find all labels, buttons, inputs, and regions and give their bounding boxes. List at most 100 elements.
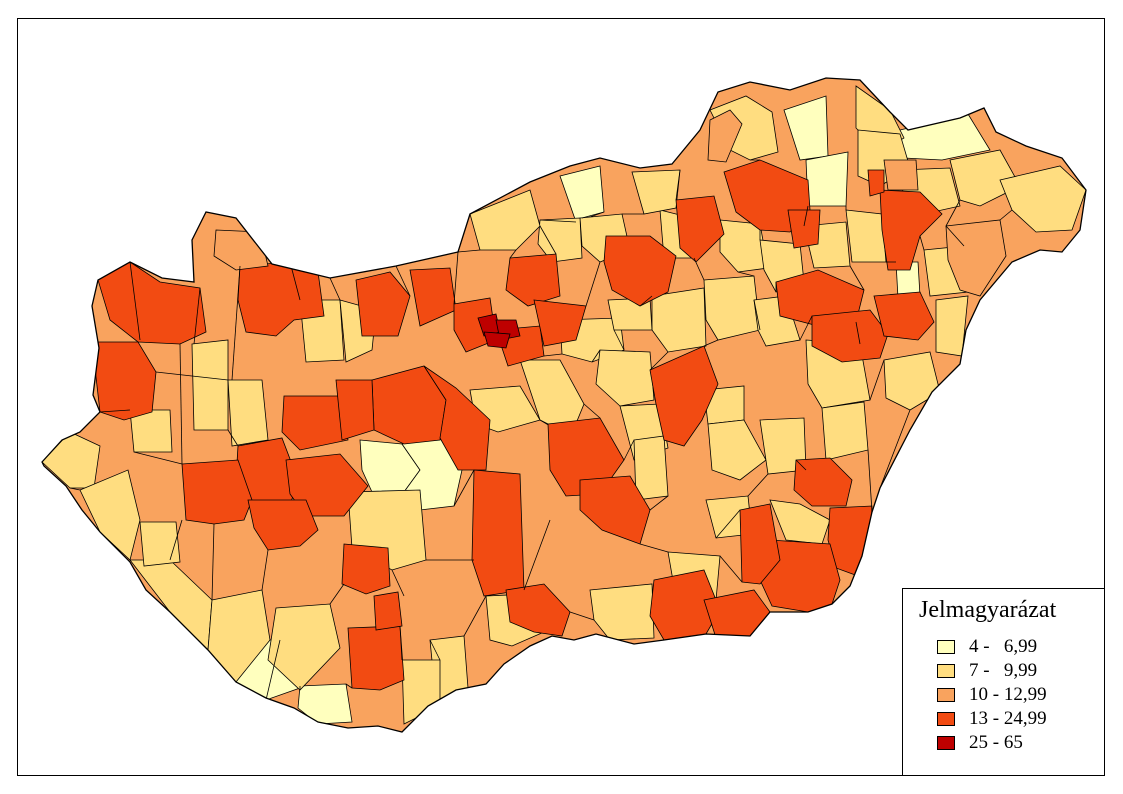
district-region[interactable] <box>533 299 587 347</box>
district-boundary <box>623 439 635 461</box>
district-region[interactable] <box>769 499 831 545</box>
district-boundary <box>999 209 1013 221</box>
district-region[interactable] <box>297 683 353 725</box>
district-boundary <box>399 625 403 661</box>
district-region[interactable] <box>335 379 375 441</box>
district-boundary <box>715 509 741 539</box>
district-region[interactable] <box>675 195 725 263</box>
district-boundary <box>329 583 345 605</box>
district-boundary <box>329 277 341 301</box>
district-region[interactable] <box>267 603 341 691</box>
district-boundary <box>133 451 183 465</box>
district-region[interactable] <box>649 345 719 447</box>
legend-label-2: 7 - 9,99 <box>969 660 1038 681</box>
district-boundary <box>99 409 131 413</box>
district-boundary <box>613 329 625 351</box>
district-region[interactable] <box>589 583 655 641</box>
district-region[interactable] <box>603 235 677 307</box>
district-region[interactable] <box>401 659 441 725</box>
district-boundary <box>639 543 669 553</box>
district-boundary <box>649 495 669 511</box>
district-region[interactable] <box>129 409 173 453</box>
district-region[interactable] <box>845 209 887 263</box>
district-region[interactable] <box>537 217 583 263</box>
district-region[interactable] <box>79 469 141 561</box>
district-region[interactable] <box>181 459 253 525</box>
district-boundary <box>193 287 201 345</box>
district-region[interactable] <box>373 591 403 631</box>
district-boundary <box>539 225 557 255</box>
district-boundary <box>457 249 481 253</box>
district-boundary <box>795 459 807 471</box>
district-region[interactable] <box>949 149 1021 207</box>
district-boundary <box>179 343 183 465</box>
district-region[interactable] <box>207 589 271 683</box>
district-region[interactable] <box>707 419 767 481</box>
district-boundary <box>229 681 237 685</box>
district-region[interactable] <box>139 521 181 567</box>
district-boundary <box>155 371 229 381</box>
district-boundary <box>211 523 215 601</box>
district-region[interactable] <box>191 339 229 431</box>
legend-item-5: 25 - 65 <box>937 732 1023 753</box>
district-region[interactable] <box>469 189 541 251</box>
district-boundary <box>879 409 911 489</box>
district-boundary <box>169 519 183 561</box>
district-region[interactable] <box>483 331 511 349</box>
district-region[interactable] <box>811 309 889 363</box>
district-region[interactable] <box>821 401 869 461</box>
district-boundary <box>591 349 601 363</box>
district-boundary <box>391 569 405 597</box>
district-region[interactable] <box>595 349 655 407</box>
legend-label-4: 13 - 24,99 <box>969 708 1047 729</box>
district-region[interactable] <box>873 291 935 341</box>
district-region[interactable] <box>707 109 743 163</box>
district-boundary <box>849 265 865 291</box>
district-region[interactable] <box>341 543 391 595</box>
district-boundary <box>675 169 681 201</box>
district-region[interactable] <box>879 189 943 271</box>
district-boundary <box>265 639 281 701</box>
district-region[interactable] <box>883 159 919 191</box>
district-boundary <box>945 199 961 227</box>
district-boundary <box>719 555 743 583</box>
district-boundary <box>753 299 761 331</box>
district-region[interactable] <box>355 271 411 337</box>
district-boundary <box>585 261 601 307</box>
district-region[interactable] <box>787 209 821 249</box>
district-region[interactable] <box>505 583 571 637</box>
district-boundary <box>539 419 549 425</box>
district-region[interactable] <box>423 365 491 471</box>
district-boundary <box>581 211 605 219</box>
district-region[interactable] <box>227 379 269 447</box>
district-boundary <box>867 449 873 513</box>
district-region[interactable] <box>739 503 781 585</box>
district-region[interactable] <box>703 275 761 341</box>
district-boundary <box>869 359 885 401</box>
legend-item-4: 13 - 24,99 <box>937 708 1047 729</box>
district-region[interactable] <box>471 469 525 597</box>
district-region[interactable] <box>793 457 853 507</box>
district-region[interactable] <box>867 169 885 197</box>
legend: Jelmagyarázat 4 - 6,99 7 - 9,99 10 - 12,… <box>902 588 1105 776</box>
district-region[interactable] <box>281 395 349 451</box>
district-boundary <box>737 271 755 277</box>
legend-label-1: 4 - 6,99 <box>969 636 1038 657</box>
legend-label-5: 25 - 65 <box>969 732 1023 753</box>
district-boundary <box>569 611 595 621</box>
district-region[interactable] <box>633 435 669 501</box>
district-region[interactable] <box>805 151 849 207</box>
district-boundary <box>539 219 577 223</box>
district-boundary <box>231 265 241 381</box>
district-region[interactable] <box>97 261 207 345</box>
district-boundary <box>509 249 517 259</box>
district-region[interactable] <box>347 625 405 691</box>
district-region[interactable] <box>631 169 681 215</box>
district-boundary <box>703 339 719 347</box>
district-region[interactable] <box>247 499 319 551</box>
district-boundary <box>69 487 81 491</box>
district-region[interactable] <box>883 351 941 411</box>
legend-item-3: 10 - 12,99 <box>937 684 1047 705</box>
district-boundary <box>523 519 551 591</box>
